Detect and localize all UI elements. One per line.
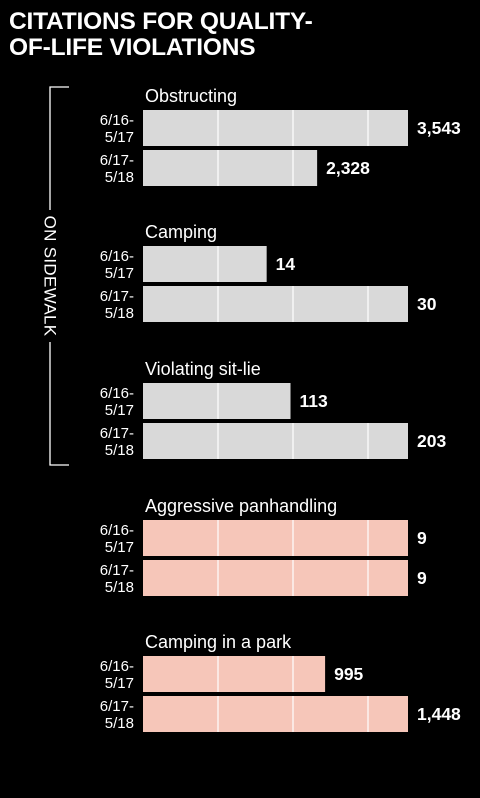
category-label: Camping in a park <box>145 632 292 652</box>
period-label: 6/17-5/18 <box>100 152 134 186</box>
period-label: 6/16-5/17 <box>100 248 134 282</box>
bar <box>143 246 267 282</box>
value-label: 1,448 <box>417 704 461 724</box>
value-label: 9 <box>417 568 427 588</box>
value-label: 995 <box>334 664 363 684</box>
value-label: 14 <box>276 254 296 274</box>
bracket-label: ON SIDEWALK <box>41 216 60 337</box>
value-label: 113 <box>300 391 328 411</box>
bar <box>143 520 408 556</box>
category-label: Violating sit-lie <box>145 359 261 379</box>
bar <box>143 286 408 322</box>
category-label: Aggressive panhandling <box>145 496 337 516</box>
period-label: 6/17-5/18 <box>100 425 134 459</box>
bar <box>143 150 318 186</box>
bar <box>143 423 408 459</box>
category-label: Camping <box>145 222 217 242</box>
period-label: 6/16-5/17 <box>100 658 134 692</box>
period-label: 6/17-5/18 <box>100 698 134 732</box>
period-label: 6/17-5/18 <box>100 288 134 322</box>
period-label: 6/16-5/17 <box>100 385 134 419</box>
bracket-label-mask <box>40 210 60 342</box>
value-label: 30 <box>417 294 437 314</box>
period-label: 6/17-5/18 <box>100 562 134 596</box>
chart-title-line-1: CITATIONS FOR QUALITY- <box>9 8 313 35</box>
value-label: 3,543 <box>417 118 461 138</box>
period-label: 6/16-5/17 <box>100 522 134 556</box>
bar <box>143 110 408 146</box>
period-label: 6/16-5/17 <box>100 112 134 146</box>
value-label: 203 <box>417 431 446 451</box>
value-label: 2,328 <box>326 158 370 178</box>
chart-title-line-2: OF-LIFE VIOLATIONS <box>9 34 256 61</box>
bar <box>143 696 408 732</box>
bar <box>143 560 408 596</box>
category-label: Obstructing <box>145 86 237 106</box>
chart-title: CITATIONS FOR QUALITY- OF-LIFE VIOLATION… <box>9 9 313 61</box>
bar <box>143 656 326 692</box>
value-label: 9 <box>417 528 427 548</box>
bar <box>143 383 291 419</box>
